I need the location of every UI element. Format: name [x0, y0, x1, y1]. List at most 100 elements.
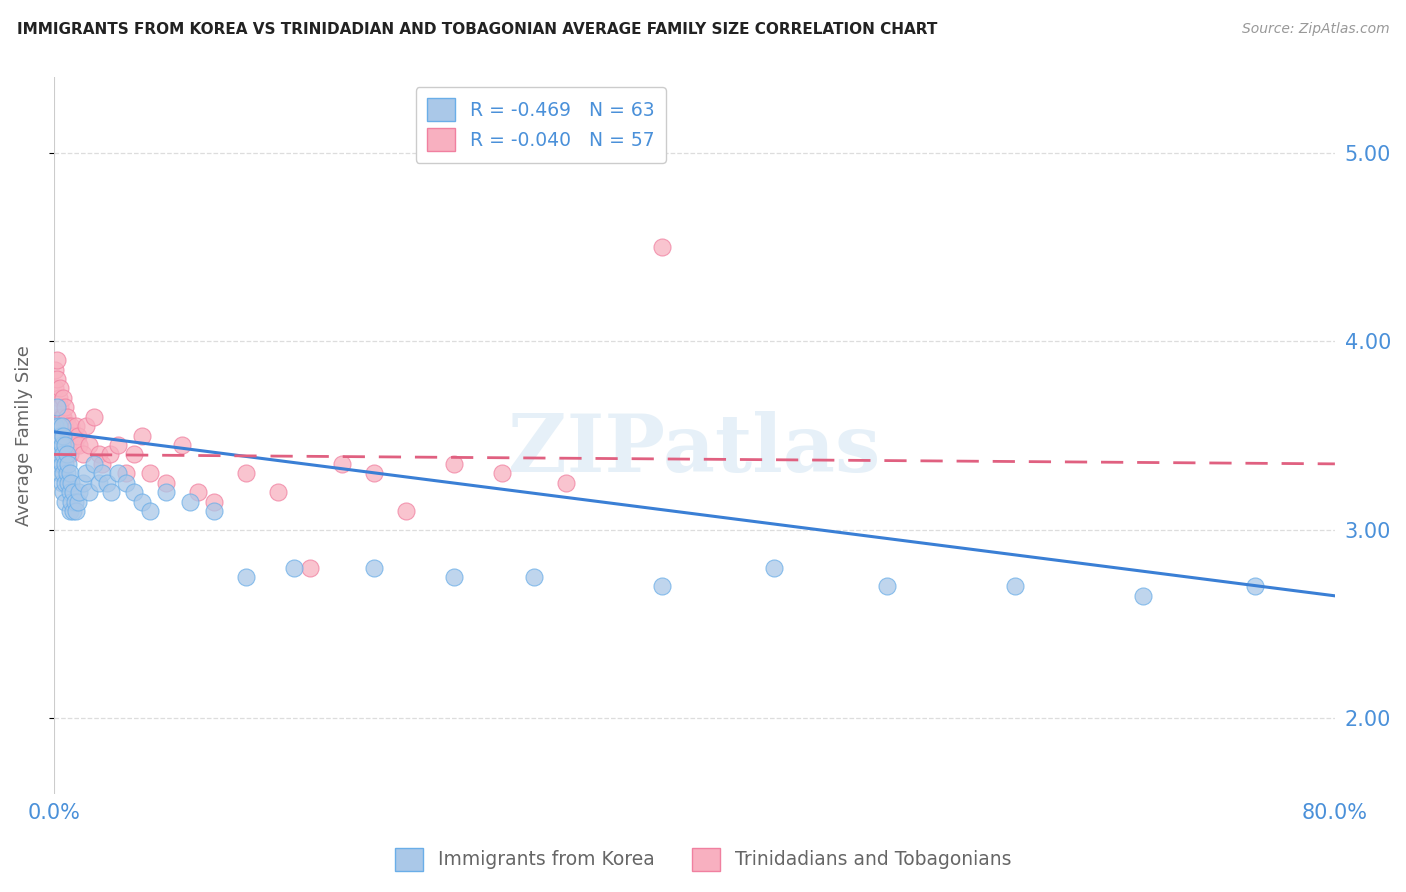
Point [330, 457, 353, 471]
Point [122, 485, 145, 500]
Point [52, 391, 75, 405]
Point [66, 428, 89, 442]
Point [65, 504, 87, 518]
Point [202, 494, 225, 508]
Point [235, 467, 257, 481]
Point [122, 447, 145, 461]
Point [51, 475, 73, 490]
Point [77, 485, 100, 500]
Point [1004, 579, 1026, 593]
Point [59, 428, 82, 442]
Point [46, 401, 69, 415]
Point [58, 438, 80, 452]
Point [69, 485, 91, 500]
Point [115, 467, 138, 481]
Point [72, 447, 94, 461]
Point [90, 457, 112, 471]
Point [1243, 579, 1265, 593]
Point [49, 401, 72, 415]
Point [53, 419, 76, 434]
Point [63, 438, 86, 452]
Point [49, 428, 72, 442]
Point [53, 438, 76, 452]
Point [1132, 589, 1154, 603]
Point [170, 438, 193, 452]
Text: ZIPatlas: ZIPatlas [508, 411, 880, 489]
Point [55, 447, 77, 461]
Point [53, 494, 76, 508]
Point [115, 475, 138, 490]
Point [62, 485, 84, 500]
Point [48, 438, 70, 452]
Point [65, 419, 87, 434]
Point [83, 457, 105, 471]
Point [763, 560, 786, 574]
Point [46, 372, 69, 386]
Point [100, 485, 122, 500]
Point [62, 504, 84, 518]
Point [55, 447, 77, 461]
Point [299, 560, 322, 574]
Point [48, 428, 70, 442]
Point [51, 419, 73, 434]
Point [51, 447, 73, 461]
Point [52, 428, 75, 442]
Point [443, 570, 465, 584]
Point [96, 475, 118, 490]
Point [51, 438, 73, 452]
Point [98, 447, 121, 461]
Point [523, 570, 546, 584]
Point [131, 494, 153, 508]
Y-axis label: Average Family Size: Average Family Size [15, 345, 32, 526]
Point [139, 467, 162, 481]
Point [60, 494, 83, 508]
Point [443, 457, 465, 471]
Point [179, 494, 201, 508]
Point [131, 428, 153, 442]
Point [283, 560, 305, 574]
Point [52, 409, 75, 424]
Point [876, 579, 898, 593]
Point [63, 494, 86, 508]
Point [69, 438, 91, 452]
Point [83, 409, 105, 424]
Legend: R = -0.469   N = 63, R = -0.040   N = 57: R = -0.469 N = 63, R = -0.040 N = 57 [416, 87, 666, 162]
Point [48, 409, 70, 424]
Point [51, 409, 73, 424]
Point [52, 467, 75, 481]
Point [651, 579, 673, 593]
Point [53, 401, 76, 415]
Point [51, 428, 73, 442]
Point [267, 485, 290, 500]
Point [651, 240, 673, 254]
Point [48, 419, 70, 434]
Point [55, 428, 77, 442]
Point [66, 494, 89, 508]
Point [155, 485, 177, 500]
Point [75, 419, 97, 434]
Point [363, 467, 385, 481]
Point [46, 438, 69, 452]
Point [107, 438, 129, 452]
Point [58, 419, 80, 434]
Point [49, 447, 72, 461]
Point [107, 467, 129, 481]
Point [555, 475, 578, 490]
Point [59, 467, 82, 481]
Point [44, 362, 66, 376]
Point [363, 560, 385, 574]
Text: Source: ZipAtlas.com: Source: ZipAtlas.com [1241, 22, 1389, 37]
Point [53, 438, 76, 452]
Point [59, 485, 82, 500]
Point [60, 419, 83, 434]
Point [75, 467, 97, 481]
Point [52, 485, 75, 500]
Point [51, 457, 73, 471]
Point [52, 447, 75, 461]
Point [55, 467, 77, 481]
Point [72, 475, 94, 490]
Point [49, 467, 72, 481]
Point [59, 447, 82, 461]
Point [87, 447, 110, 461]
Point [395, 504, 418, 518]
